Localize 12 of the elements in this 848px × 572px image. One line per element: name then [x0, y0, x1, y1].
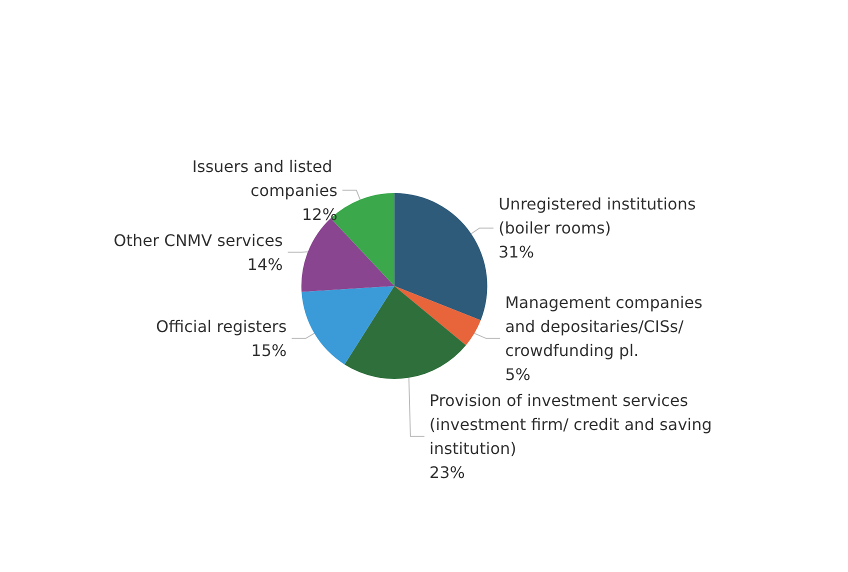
- data-label: 23%: [429, 462, 465, 482]
- data-label: 31%: [498, 242, 534, 262]
- slice-label: Other CNMV services: [114, 230, 283, 250]
- data-label: 15%: [251, 340, 287, 360]
- data-label: 14%: [247, 254, 283, 274]
- data-label: 5%: [505, 364, 530, 384]
- slice-label: Management companies and depositaries/CISs/ crowdfunding pl.: [505, 292, 708, 360]
- data-label: 12%: [302, 204, 338, 224]
- slice-label: Official registers: [156, 316, 287, 336]
- slice-label: Issuers and listed companies: [192, 156, 338, 200]
- slice-label: Unregistered institutions (boiler rooms): [498, 194, 701, 238]
- slice-label: Provision of investment services (investment firm/ credit and saving institution): [429, 390, 718, 458]
